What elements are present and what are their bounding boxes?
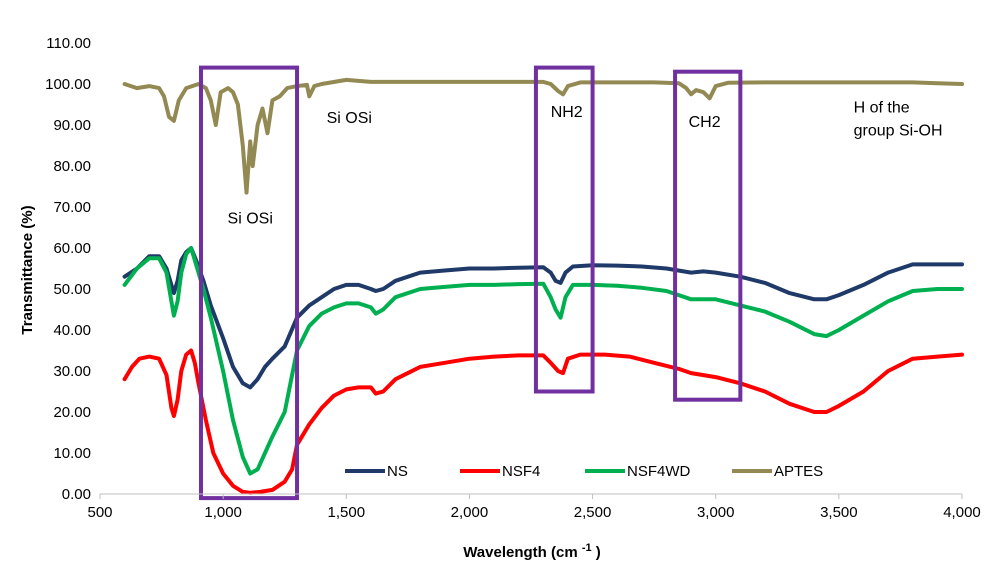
legend: NS NSF4 NSF4WD APTES (345, 463, 823, 480)
highlight-box-3 (673, 69, 743, 402)
annotation-label: group Si-OH (854, 122, 943, 139)
series-line-aptes (122, 77, 964, 195)
y-tick-label: 70.00 (53, 199, 91, 216)
highlight-box-2 (533, 65, 595, 394)
y-tick-label: 110.00 (46, 35, 91, 52)
x-axis-title-superscript: -1 (582, 542, 592, 554)
y-tick-label: 100.00 (45, 76, 91, 93)
annotation-label: Si OSi (327, 110, 372, 127)
y-tick-label: 20.00 (53, 404, 91, 421)
x-axis-title-main: Wavelength (cm (463, 544, 577, 561)
legend-label-ns: NS (387, 463, 408, 480)
y-axis-title: Transmittance (%) (19, 205, 36, 334)
y-tick-label: 90.00 (53, 117, 91, 134)
x-tick-label: 1,500 (328, 504, 366, 521)
x-axis-title: Wavelength (cm -1 ) (463, 538, 601, 561)
x-tick-label: 500 (87, 504, 112, 521)
y-tick-label: 50.00 (53, 281, 91, 298)
y-tick-label: 60.00 (53, 240, 91, 257)
y-tick-label: 0.00 (62, 486, 91, 503)
highlight-box-1 (198, 65, 300, 501)
annotation-label: NH2 (551, 104, 583, 121)
x-tick-label: 3,000 (697, 504, 735, 521)
axes: 500 1,000 1,500 2,000 2,500 3,000 3,500 4,000 0.… (45, 35, 981, 521)
x-tick-label: 4,000 (943, 504, 981, 521)
x-tick-label: 3,500 (820, 504, 858, 521)
series-line-nsf4 (122, 348, 964, 495)
y-tick-label: 10.00 (53, 445, 91, 462)
x-axis-title-close: ) (596, 544, 601, 561)
highlight-boxes (198, 65, 743, 501)
annotation-label: Si OSi (228, 210, 273, 227)
annotations: Si OSi Si OSi NH2 CH2 H of the group Si-OH (228, 100, 943, 228)
legend-label-nsf4: NSF4 (502, 463, 540, 480)
x-tick-label: 2,000 (451, 504, 489, 521)
annotation-label: CH2 (689, 114, 721, 131)
x-tick-label: 1,000 (204, 504, 242, 521)
x-tick-label: 2,500 (574, 504, 612, 521)
legend-label-nsf4wd: NSF4WD (627, 463, 691, 480)
y-tick-label: 80.00 (53, 158, 91, 175)
y-tick-label: 40.00 (53, 322, 91, 339)
y-tick-label: 30.00 (53, 363, 91, 380)
legend-label-aptes: APTES (774, 463, 823, 480)
annotation-label: H of the (854, 100, 910, 117)
